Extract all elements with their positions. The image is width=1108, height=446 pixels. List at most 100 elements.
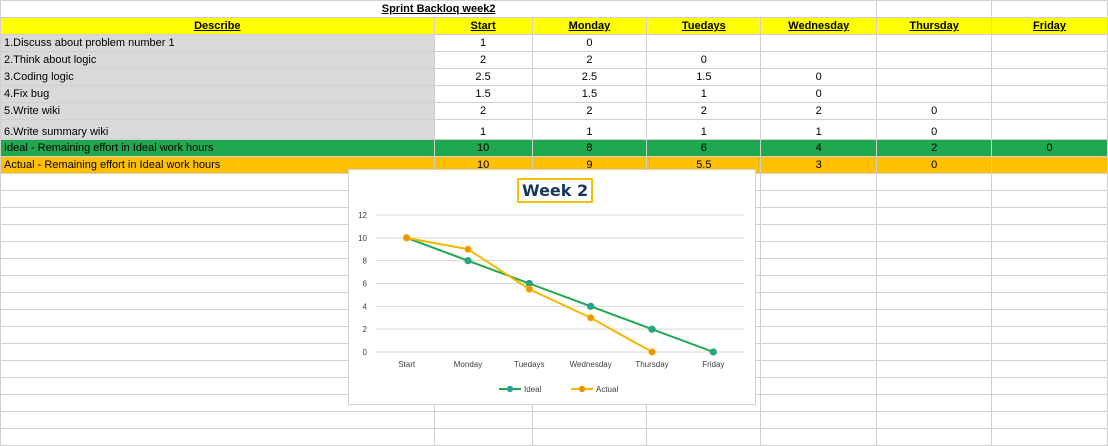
cell[interactable]	[991, 377, 1108, 395]
cell[interactable]: 2	[531, 102, 648, 120]
cell[interactable]	[991, 224, 1108, 242]
cell[interactable]	[876, 326, 993, 344]
ideal-row-label[interactable]: Ideal - Remaining effort in Ideal work h…	[0, 139, 435, 157]
data-point-actual[interactable]	[587, 314, 595, 322]
cell[interactable]	[991, 343, 1108, 361]
column-header[interactable]: Tuedays	[646, 17, 762, 35]
cell[interactable]	[876, 394, 993, 412]
cell[interactable]	[760, 241, 878, 259]
column-header[interactable]: Describe	[0, 17, 435, 35]
cell[interactable]: 0	[760, 85, 878, 103]
cell[interactable]: 0	[531, 34, 648, 52]
data-point-ideal[interactable]	[464, 257, 472, 265]
cell[interactable]	[991, 156, 1108, 174]
cell[interactable]: 6	[646, 139, 762, 157]
cell[interactable]	[991, 68, 1108, 86]
task-label[interactable]: 4.Fix bug	[0, 85, 435, 103]
cell[interactable]: 2	[646, 102, 762, 120]
cell[interactable]	[876, 68, 993, 86]
cell[interactable]	[760, 428, 878, 446]
cell[interactable]	[760, 275, 878, 293]
cell[interactable]	[991, 360, 1108, 378]
cell[interactable]	[433, 411, 533, 429]
cell[interactable]	[531, 411, 648, 429]
cell[interactable]	[991, 119, 1108, 140]
cell[interactable]	[876, 173, 993, 191]
cell[interactable]	[760, 411, 878, 429]
cell[interactable]: 0	[760, 68, 878, 86]
cell[interactable]	[991, 85, 1108, 103]
cell[interactable]	[991, 173, 1108, 191]
column-header[interactable]: Wednesday	[760, 17, 878, 35]
cell[interactable]	[876, 377, 993, 395]
cell[interactable]	[876, 275, 993, 293]
cell[interactable]	[991, 309, 1108, 327]
cell[interactable]	[0, 411, 435, 429]
cell[interactable]	[760, 190, 878, 208]
cell[interactable]	[760, 343, 878, 361]
cell[interactable]	[876, 190, 993, 208]
column-header[interactable]: Friday	[991, 17, 1108, 35]
cell[interactable]: 0	[876, 119, 993, 140]
cell[interactable]: 3	[760, 156, 878, 174]
cell[interactable]	[646, 34, 762, 52]
cell[interactable]	[991, 326, 1108, 344]
column-header[interactable]: Monday	[531, 17, 648, 35]
cell[interactable]: 1.5	[646, 68, 762, 86]
cell[interactable]: 0	[991, 139, 1108, 157]
cell[interactable]	[760, 377, 878, 395]
cell[interactable]	[760, 207, 878, 225]
cell[interactable]	[876, 411, 993, 429]
data-point-ideal[interactable]	[709, 348, 717, 356]
cell[interactable]: 1	[646, 119, 762, 140]
cell[interactable]	[991, 34, 1108, 52]
cell[interactable]	[991, 241, 1108, 259]
cell[interactable]	[991, 51, 1108, 69]
cell[interactable]	[991, 428, 1108, 446]
cell[interactable]	[876, 360, 993, 378]
cell[interactable]: 2	[760, 102, 878, 120]
actual-row-label[interactable]: Actual - Remaining effort in Ideal work …	[0, 156, 435, 174]
cell[interactable]	[760, 394, 878, 412]
cell[interactable]	[991, 411, 1108, 429]
task-label[interactable]: 6.Write summary wiki	[0, 119, 435, 140]
cell[interactable]	[760, 309, 878, 327]
cell[interactable]	[991, 275, 1108, 293]
cell[interactable]	[991, 0, 1108, 18]
cell[interactable]: 0	[876, 156, 993, 174]
cell[interactable]	[760, 34, 878, 52]
cell[interactable]: 1	[433, 34, 533, 52]
cell[interactable]: 1.5	[531, 85, 648, 103]
cell[interactable]	[991, 102, 1108, 120]
burndown-chart[interactable]: Week 2 0 2 4 6 8 10 12 Start Monday Tuedays Wednes…	[348, 169, 756, 405]
cell[interactable]: 1.5	[433, 85, 533, 103]
chart-title[interactable]: Week 2	[517, 178, 594, 203]
cell[interactable]	[531, 428, 648, 446]
cell[interactable]	[991, 394, 1108, 412]
cell[interactable]: 0	[876, 102, 993, 120]
legend-entry[interactable]: Ideal	[524, 385, 542, 394]
cell[interactable]	[876, 34, 993, 52]
cell[interactable]	[0, 428, 435, 446]
cell[interactable]	[646, 411, 762, 429]
cell[interactable]: 1	[433, 119, 533, 140]
cell[interactable]: 8	[531, 139, 648, 157]
cell[interactable]	[876, 258, 993, 276]
cell[interactable]: 2	[531, 51, 648, 69]
cell[interactable]	[760, 258, 878, 276]
cell[interactable]	[876, 224, 993, 242]
cell[interactable]	[991, 190, 1108, 208]
cell[interactable]	[760, 360, 878, 378]
column-header[interactable]: Thursday	[876, 17, 993, 35]
data-point-ideal[interactable]	[648, 325, 656, 333]
cell[interactable]: 2.5	[531, 68, 648, 86]
data-point-actual[interactable]	[648, 348, 656, 356]
cell[interactable]	[876, 343, 993, 361]
data-point-actual[interactable]	[464, 245, 472, 253]
cell[interactable]: 0	[646, 51, 762, 69]
legend-entry[interactable]: Actual	[596, 385, 618, 394]
cell[interactable]	[760, 51, 878, 69]
cell[interactable]	[760, 326, 878, 344]
cell[interactable]: 1	[531, 119, 648, 140]
cell[interactable]	[760, 224, 878, 242]
